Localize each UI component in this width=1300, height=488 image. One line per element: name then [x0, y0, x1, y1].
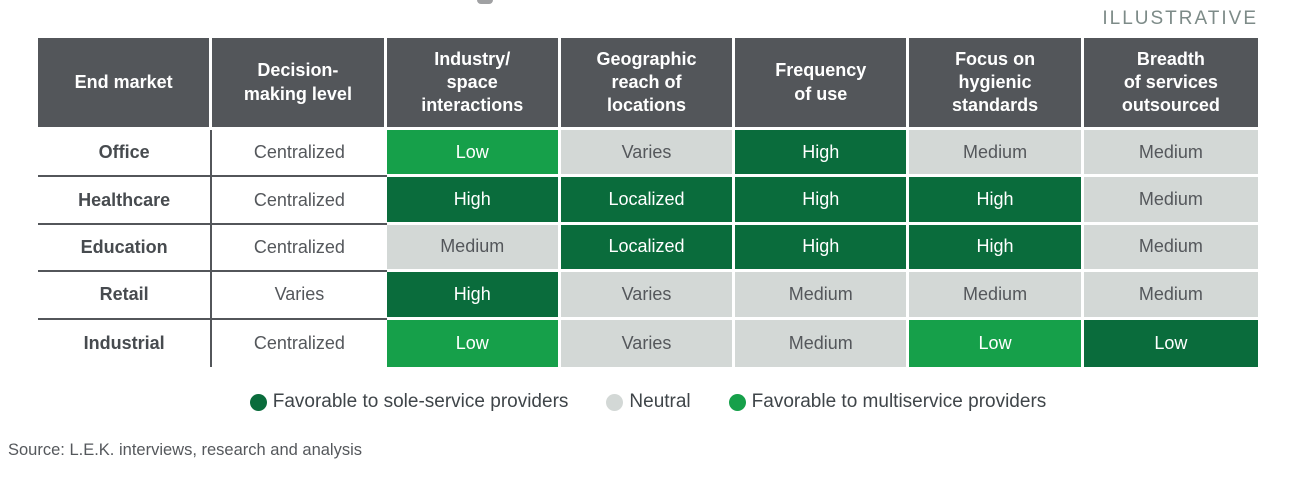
legend-label: Favorable to sole-service providers — [272, 391, 569, 412]
rating-cell: Low — [1083, 319, 1258, 367]
rating-cell: Localized — [560, 224, 736, 273]
end-market-cell: Industrial — [38, 319, 213, 367]
decision-level-cell: Centralized — [212, 177, 387, 225]
end-market-cell: Retail — [38, 272, 213, 320]
column-header: Breadth of services outsourced — [1083, 38, 1258, 130]
legend-item: Neutral — [606, 391, 691, 413]
rating-cell: Low — [909, 319, 1084, 367]
column-header: Decision- making level — [212, 38, 387, 130]
rating-cell: Medium — [386, 224, 561, 273]
rating-cell: High — [735, 177, 910, 225]
rating-cell: Medium — [1083, 177, 1258, 225]
end-market-cell: Office — [38, 130, 213, 178]
column-header: Focus on hygienic standards — [909, 38, 1084, 130]
legend-item: Favorable to sole-service providers — [249, 391, 569, 413]
rating-cell: Medium — [735, 272, 910, 320]
column-header: End market — [38, 38, 213, 130]
rating-cell: High — [386, 177, 561, 225]
rating-cell: High — [735, 130, 910, 178]
legend-dot-multiservice — [728, 393, 746, 411]
legend-item: Favorable to multiservice providers — [728, 391, 1047, 413]
legend-dot-neutral — [606, 393, 624, 411]
end-market-cell: Healthcare — [38, 177, 213, 225]
column-header: Geographic reach of locations — [560, 38, 736, 130]
rating-cell: Medium — [1083, 272, 1258, 320]
legend: Favorable to sole-service providers Neutr… — [38, 388, 1258, 416]
decision-level-cell: Centralized — [212, 319, 387, 367]
rating-cell: High — [735, 224, 910, 273]
decision-level-cell: Centralized — [212, 130, 387, 178]
rating-cell: High — [909, 224, 1084, 273]
rating-cell: Medium — [909, 130, 1084, 178]
legend-label: Favorable to multiservice providers — [751, 391, 1047, 412]
rating-cell: Localized — [560, 177, 736, 225]
source-note: Source: L.E.K. interviews, research and … — [8, 441, 363, 459]
end-market-matrix-table: End market Decision- making level Industry… — [38, 38, 1258, 367]
rating-cell: High — [909, 177, 1084, 225]
column-header: Frequency of use — [735, 38, 910, 130]
rating-cell: Varies — [560, 319, 736, 367]
rating-cell: High — [386, 272, 561, 320]
rating-cell: Low — [386, 130, 561, 178]
rating-cell: Medium — [1083, 224, 1258, 273]
legend-dot-sole — [249, 393, 267, 411]
cropped-title-artifact — [477, 0, 493, 4]
end-market-cell: Education — [38, 224, 213, 273]
rating-cell: Varies — [560, 130, 736, 178]
rating-cell: Low — [386, 319, 561, 367]
legend-label: Neutral — [629, 391, 691, 412]
rating-cell: Varies — [560, 272, 736, 320]
decision-level-cell: Centralized — [212, 224, 387, 273]
illustrative-label: ILLUSTRATIVE — [1102, 8, 1258, 29]
decision-level-cell: Varies — [212, 272, 387, 320]
rating-cell: Medium — [1083, 130, 1258, 178]
column-header: Industry/ space interactions — [386, 38, 561, 130]
rating-cell: Medium — [909, 272, 1084, 320]
rating-cell: Medium — [735, 319, 910, 367]
